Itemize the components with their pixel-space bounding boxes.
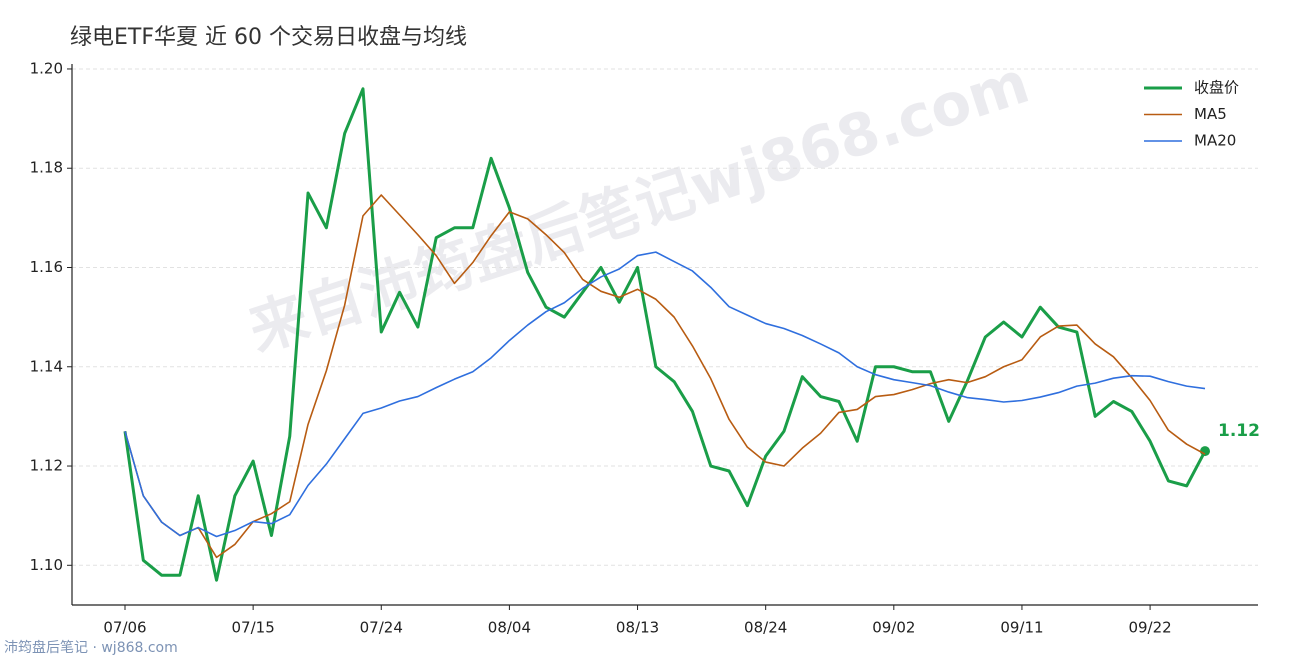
x-tick-label: 09/22 — [1128, 619, 1171, 637]
y-tick-label: 1.20 — [30, 59, 63, 77]
chart-title: 绿电ETF华夏 近 60 个交易日收盘与均线 — [70, 25, 467, 50]
x-tick-label: 07/06 — [103, 619, 146, 637]
x-tick-label: 08/24 — [744, 619, 787, 637]
last-point — [1200, 446, 1210, 457]
grid — [72, 68, 1258, 566]
legend-label: MA20 — [1194, 132, 1236, 150]
x-tick-label: 07/24 — [360, 619, 403, 637]
series-line — [123, 87, 1207, 582]
series-line — [124, 251, 1206, 538]
y-tick-label: 1.14 — [30, 357, 63, 375]
footer: 沛筠盘后笔记 · wj868.com — [4, 639, 178, 656]
y-tick-label: 1.12 — [30, 457, 63, 475]
x-tick-label: 07/15 — [232, 619, 275, 637]
legend-label: MA5 — [1194, 105, 1227, 123]
legend-label: 收盘价 — [1194, 79, 1239, 97]
series-line — [124, 194, 1206, 559]
x-tick-label: 09/11 — [1000, 619, 1043, 637]
x-tick-label: 08/04 — [488, 619, 531, 637]
x-tick-label: 09/02 — [872, 619, 915, 637]
x-tick-label: 08/13 — [616, 619, 659, 637]
y-tick-label: 1.16 — [30, 258, 63, 276]
value-label: 1.12 — [1218, 421, 1260, 441]
y-tick-label: 1.18 — [30, 159, 63, 177]
y-tick-label: 1.10 — [30, 556, 63, 574]
